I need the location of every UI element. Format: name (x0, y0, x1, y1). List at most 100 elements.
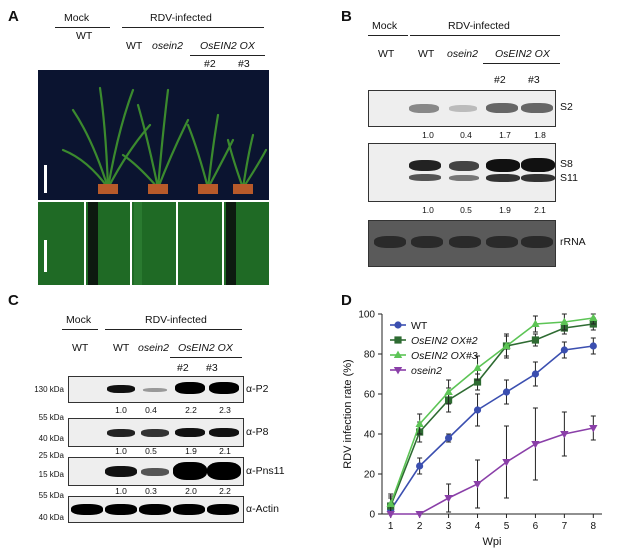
b-wt-mock-label: WT (378, 48, 395, 60)
series-3-point (502, 459, 511, 467)
legend-marker (394, 321, 402, 329)
b-rdv-label: RDV-infected (448, 20, 510, 32)
c-q3-1: 0.3 (145, 486, 157, 496)
y-tick-label: 60 (364, 390, 376, 401)
series-0-point (560, 346, 568, 354)
b-q1-0: 1.0 (422, 130, 434, 140)
a-scale-bar-bottom (44, 240, 47, 272)
c-kda-15: 15 kDa (38, 470, 64, 479)
x-tick-label: 8 (591, 521, 597, 532)
a-leaf-photo (38, 202, 269, 285)
b-q1-1: 0.4 (460, 130, 472, 140)
a-ox-label: OsEIN2 OX (200, 40, 255, 52)
series-0-point (473, 406, 482, 414)
a-rdv-rule (122, 27, 264, 28)
c-wt-label: WT (113, 342, 130, 354)
series-3-point (415, 511, 424, 519)
series-3-point (444, 495, 453, 503)
c-rdv-label: RDV-infected (145, 314, 207, 326)
series-1-point (531, 336, 540, 344)
x-tick-label: 5 (504, 521, 510, 532)
series-3-point (386, 511, 395, 519)
c-kda-40a: 40 kDa (38, 434, 64, 443)
c-wt-mock-label: WT (72, 342, 89, 354)
legend-label: OsEIN2 OX#2 (411, 335, 478, 347)
c-actin-label: α-Actin (246, 503, 279, 515)
c-n3-label: #3 (206, 362, 218, 374)
panel-b-letter: B (341, 8, 352, 25)
legend-marker (394, 336, 402, 344)
series-3-point (589, 425, 598, 433)
b-wt-label: WT (418, 48, 435, 60)
c-osein2-label: osein2 (138, 342, 169, 354)
a-plant-illustration (61, 86, 268, 194)
y-tick-label: 40 (364, 430, 376, 441)
b-osein2-label: osein2 (447, 48, 478, 60)
a-ox-rule (190, 55, 265, 56)
legend-marker (393, 350, 403, 358)
b-n3-label: #3 (528, 74, 540, 86)
legend-label: OsEIN2 OX#3 (411, 350, 478, 362)
a-osein2-label: osein2 (152, 40, 183, 52)
x-tick-label: 7 (562, 521, 568, 532)
series-0-point (416, 462, 424, 470)
y-tick-label: 0 (369, 510, 375, 521)
c-kda-25: 25 kDa (38, 451, 64, 460)
c-kda-40b: 40 kDa (38, 513, 64, 522)
b-rrna-label: rRNA (560, 236, 586, 248)
b-mock-rule (368, 35, 408, 36)
panel-a-letter: A (8, 8, 19, 25)
c-ox-rule (170, 357, 242, 358)
b-blot-rrna (368, 220, 556, 267)
series-1-point (473, 378, 482, 386)
c-blot-pns11 (68, 457, 244, 486)
x-tick-label: 1 (388, 521, 394, 532)
series-0-point (502, 388, 511, 396)
y-tick-label: 80 (364, 350, 376, 361)
c-blot-p2 (68, 376, 244, 403)
x-tick-label: 3 (446, 521, 452, 532)
series-3-line (390, 427, 594, 515)
series-1-line (389, 323, 594, 507)
b-s11-label: S11 (560, 172, 578, 184)
a-mock-rule (55, 27, 110, 28)
b-q2-3: 2.1 (534, 205, 546, 215)
series-2-point (473, 363, 482, 371)
c-kda-130: 130 kDa (34, 385, 64, 394)
c-n2-label: #2 (177, 362, 189, 374)
c-q2-2: 1.9 (185, 446, 197, 456)
b-q2-0: 1.0 (422, 205, 434, 215)
a-n2-label: #2 (204, 58, 216, 70)
b-n2-label: #2 (494, 74, 506, 86)
series-0-point (531, 370, 540, 378)
series-0-point (444, 434, 453, 442)
c-rdv-rule (105, 329, 242, 330)
a-wt-mock-label: WT (76, 30, 93, 42)
panel-d-letter: D (341, 292, 352, 309)
b-mock-label: Mock (372, 20, 398, 32)
c-q2-3: 2.1 (219, 446, 231, 456)
series-3-point (473, 481, 482, 489)
c-q2-0: 1.0 (115, 446, 127, 456)
c-ox-label: OsEIN2 OX (178, 342, 233, 354)
c-q3-0: 1.0 (115, 486, 127, 496)
c-pns11-label: α-Pns11 (246, 465, 285, 477)
c-q2-1: 0.5 (145, 446, 157, 456)
x-tick-label: 6 (533, 521, 539, 532)
y-axis-label: RDV infection rate (%) (342, 359, 354, 468)
series-3-point (531, 441, 540, 449)
c-q1-0: 1.0 (115, 405, 127, 415)
legend-label: osein2 (411, 365, 442, 377)
c-kda-55b: 55 kDa (38, 491, 64, 500)
a-plant-photo (38, 70, 269, 200)
series-0-point (589, 342, 597, 350)
c-q1-1: 0.4 (145, 405, 157, 415)
b-blot-s8-s11 (368, 143, 556, 202)
c-q3-3: 2.2 (219, 486, 231, 496)
c-mock-rule (62, 329, 98, 330)
series-2-point (444, 387, 453, 395)
b-ox-rule (483, 63, 560, 64)
c-p2-label: α-P2 (246, 383, 269, 395)
b-q1-3: 1.8 (534, 130, 546, 140)
series-2-point (589, 313, 598, 321)
